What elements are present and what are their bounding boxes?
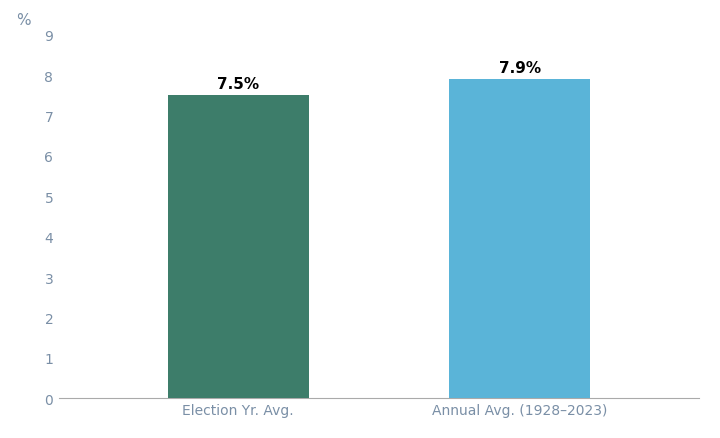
Bar xyxy=(449,80,590,399)
Bar xyxy=(168,96,309,399)
Text: 7.9%: 7.9% xyxy=(499,61,541,76)
Text: 7.5%: 7.5% xyxy=(217,77,259,92)
Y-axis label: %: % xyxy=(17,13,31,28)
